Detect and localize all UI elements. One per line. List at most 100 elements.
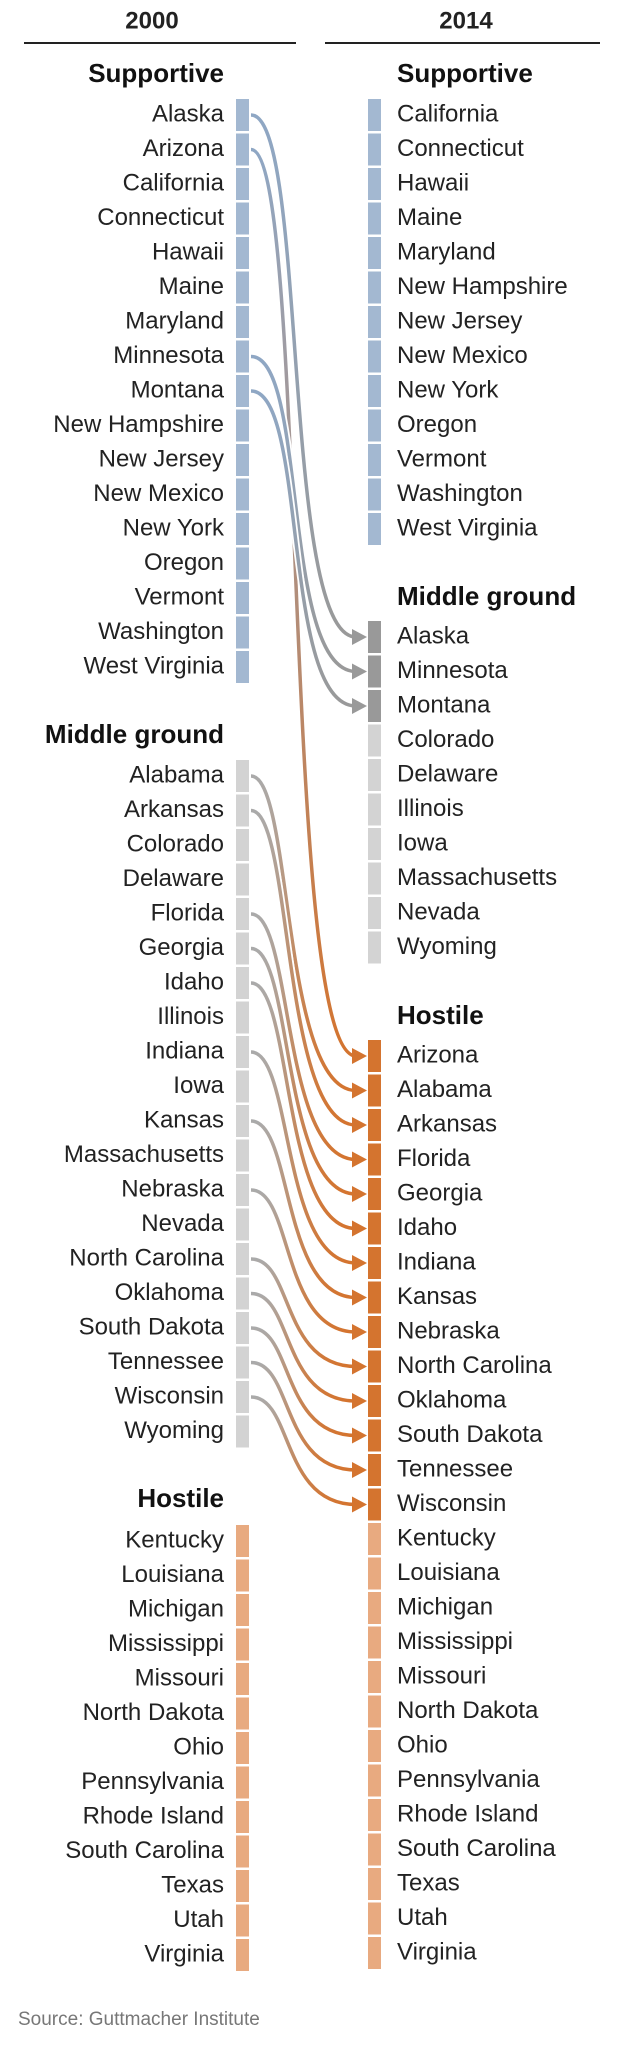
state-label: Nebraska <box>397 1317 500 1344</box>
state-label: Delaware <box>397 760 498 787</box>
state-label: Hawaii <box>397 169 469 196</box>
state-cell <box>236 1070 249 1103</box>
state-label: South Carolina <box>397 1835 556 1862</box>
arrow-head <box>352 1048 367 1064</box>
state-label: New Mexico <box>397 342 528 369</box>
state-label: Florida <box>151 899 225 926</box>
state-label: Maine <box>159 273 224 300</box>
state-label: Massachusetts <box>397 864 557 891</box>
state-label: Nevada <box>141 1210 224 1237</box>
arrow <box>250 1257 357 1369</box>
state-cell <box>236 1381 249 1413</box>
group-title: Middle ground <box>397 581 576 611</box>
state-label: Utah <box>397 1904 448 1931</box>
group-title: Supportive <box>88 58 224 88</box>
state-cell <box>236 375 249 407</box>
arrow <box>250 1395 357 1507</box>
state-label: South Dakota <box>79 1313 225 1340</box>
state-cell <box>236 1174 249 1206</box>
state-label: Maine <box>397 204 462 231</box>
arrow-halo <box>250 1359 357 1474</box>
state-cell <box>236 1663 249 1695</box>
state-cell <box>368 306 381 338</box>
state-cell <box>236 409 249 442</box>
state-label: Illinois <box>397 795 464 822</box>
state-cell <box>236 478 249 511</box>
state-cell <box>236 99 249 131</box>
state-cell <box>236 513 249 545</box>
source: Source: Guttmacher Institute <box>18 2009 260 2030</box>
state-cell <box>368 99 381 131</box>
arrow <box>250 1291 357 1403</box>
state-cell <box>368 828 381 860</box>
state-label: Wyoming <box>397 933 497 960</box>
arrow <box>250 912 357 1162</box>
arrow <box>250 1119 357 1300</box>
arrow <box>250 946 357 1196</box>
state-label: Arkansas <box>124 796 224 823</box>
state-cell <box>368 1868 381 1900</box>
state-label: Indiana <box>145 1037 224 1064</box>
state-cell <box>236 1801 249 1833</box>
state-cell <box>368 1799 381 1831</box>
state-cell <box>368 1040 381 1072</box>
arrow-head <box>352 1393 367 1409</box>
arrow-halo <box>250 1324 357 1439</box>
state-label: Washington <box>98 618 224 645</box>
arrow-head <box>352 629 367 645</box>
state-label: Indiana <box>397 1248 476 1275</box>
state-label: Wisconsin <box>397 1490 506 1517</box>
state-cell <box>236 1277 249 1310</box>
state-label: Iowa <box>397 829 448 856</box>
state-label: Idaho <box>164 968 224 995</box>
state-label: New Mexico <box>93 480 224 507</box>
state-cell <box>368 271 381 304</box>
state-cell <box>368 340 381 373</box>
arrow-halo <box>250 1255 357 1370</box>
arrow-head <box>352 1427 367 1444</box>
state-label: North Carolina <box>69 1244 224 1271</box>
state-cell <box>368 1143 381 1176</box>
state-label: Florida <box>397 1145 471 1172</box>
state-label: Maryland <box>397 238 496 265</box>
group-title: Hostile <box>397 1000 484 1030</box>
arrow <box>250 1360 357 1472</box>
state-cell <box>368 1454 381 1486</box>
state-label: North Dakota <box>397 1697 539 1724</box>
state-cell <box>368 862 381 895</box>
state-label: Wyoming <box>124 1417 224 1444</box>
state-label: Nevada <box>397 898 480 925</box>
group-title: Middle ground <box>45 719 224 749</box>
state-cell <box>368 690 381 722</box>
state-cell <box>368 1178 381 1210</box>
state-cell <box>236 547 249 580</box>
arrow <box>250 1326 357 1438</box>
state-cell <box>368 1212 381 1245</box>
state-label: Washington <box>397 480 523 507</box>
state-label: Alabama <box>397 1076 492 1103</box>
state-label: New Jersey <box>99 445 224 472</box>
state-cell <box>368 724 381 757</box>
state-cell <box>368 621 381 653</box>
state-label: South Carolina <box>65 1837 224 1864</box>
state-label: Vermont <box>397 445 487 472</box>
state-cell <box>368 513 381 545</box>
state-label: Virginia <box>144 1940 224 1967</box>
state-label: Ohio <box>397 1731 448 1758</box>
state-label: Louisiana <box>397 1559 500 1586</box>
state-label: New York <box>123 514 225 541</box>
state-cell <box>236 616 249 649</box>
state-cell <box>368 478 381 511</box>
state-cell <box>368 1316 381 1348</box>
state-label: New Hampshire <box>397 273 568 300</box>
state-cell <box>368 1109 381 1141</box>
state-label: Illinois <box>157 1003 224 1030</box>
state-cell <box>368 1902 381 1935</box>
state-label: Georgia <box>139 934 225 961</box>
state-cell <box>368 759 381 791</box>
arrow-head <box>352 1496 367 1513</box>
arrow-head <box>352 1220 367 1237</box>
state-cell <box>236 133 249 166</box>
arrow-head <box>352 698 367 714</box>
state-label: Colorado <box>397 726 494 753</box>
